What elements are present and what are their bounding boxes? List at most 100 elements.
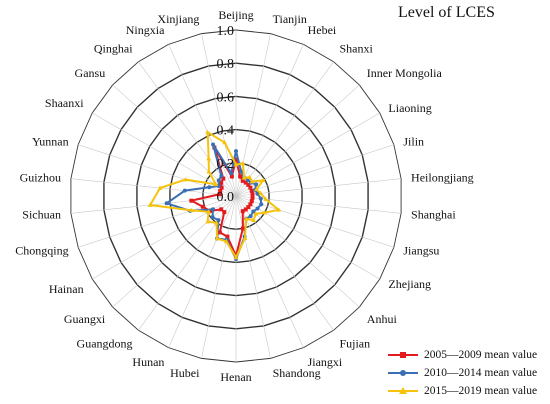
data-point [219,180,224,185]
data-point [210,215,215,220]
data-point [246,182,251,187]
data-point [229,174,234,179]
category-label: Qinghai [94,42,133,56]
data-point [255,191,260,196]
data-point [254,182,259,187]
radial-tick-label: 0.0 [217,190,235,205]
data-point [216,218,221,223]
data-point [249,199,254,204]
radial-tick-label: 0.2 [217,157,235,172]
grid-spoke [78,195,237,248]
category-label: Gansu [75,66,106,80]
category-label: Xinjiang [157,12,199,26]
data-point [205,129,211,135]
data-point [217,192,222,197]
grid-spoke [70,178,237,197]
data-point [250,192,255,197]
data-point [147,202,153,207]
data-point [182,188,187,193]
data-point [219,185,224,190]
data-point [214,235,220,241]
grid-spoke [112,84,237,197]
category-label: Jilin [403,135,424,149]
grid-spoke [201,33,237,197]
category-label: Fujian [339,336,370,350]
data-point [206,168,212,174]
category-label: Zhejiang [388,277,431,291]
data-point [258,196,263,201]
data-point [205,218,211,224]
data-point [213,181,219,187]
data-point [229,171,234,176]
grid-spoke [235,195,402,214]
data-point [221,176,226,181]
grid-spoke [235,112,380,197]
legend-item-2005-2009: 2005—2009 mean value [388,346,537,364]
data-point [242,235,248,241]
data-point [260,177,266,183]
category-label: Beijing [218,8,253,22]
category-label: Shanxi [339,42,373,56]
category-label: Jiangsu [403,243,439,257]
data-point [240,209,245,214]
data-point [276,207,282,212]
legend-marker-circle [388,370,418,376]
data-point [258,190,264,196]
data-point [243,207,248,212]
category-label: Shandong [273,366,321,380]
grid-spoke [235,195,304,348]
legend-label-2015-2019: 2015—2019 mean value [424,385,538,397]
category-label: Hubei [170,366,200,380]
data-point [219,173,224,178]
grid-spoke [201,195,237,359]
radial-tick-label: 0.6 [217,90,235,105]
data-point [249,178,255,184]
legend-label-2010-2014: 2010—2014 mean value [424,367,538,379]
data-point [210,207,215,212]
data-point [211,142,216,147]
grid-spoke [235,144,394,197]
category-label: Guangdong [77,336,133,350]
category-label: Chongqing [15,243,68,257]
data-point [254,186,259,192]
data-point [225,234,230,239]
grid-spoke [235,84,360,197]
data-point [233,254,239,260]
data-point [222,210,227,215]
data-point [247,174,253,179]
chart-title: Level of LCES [398,4,495,21]
legend-label-2005-2009: 2005—2009 mean value [424,349,538,361]
grid-spoke [235,61,334,197]
data-point [234,149,238,154]
category-label: Inner Mongolia [367,66,443,80]
category-label: Shaanxi [45,96,84,110]
data-point [253,211,259,216]
category-label: Hunan [132,355,164,369]
data-point [157,185,163,190]
data-point [251,209,256,214]
grid-spoke [235,178,402,197]
category-label: Guizhou [20,171,61,185]
data-point [216,178,221,183]
data-point [251,217,256,222]
data-point [243,180,248,185]
data-point [250,195,255,200]
data-point [246,205,251,210]
data-point [206,209,212,214]
category-label: Hebei [308,23,337,37]
category-label: Yunnan [32,135,69,149]
data-point [223,238,229,244]
data-point [259,202,264,207]
data-point [248,185,253,190]
grid-spoke [138,195,237,331]
data-point [189,198,194,203]
radial-tick-label: 0.4 [217,124,235,139]
grid-spoke [235,33,271,197]
data-point [206,155,212,161]
category-label: Anhui [367,312,398,326]
category-label: Liaoning [388,101,431,115]
data-point [255,206,260,211]
grid-spoke [78,144,237,197]
data-point [248,214,253,219]
